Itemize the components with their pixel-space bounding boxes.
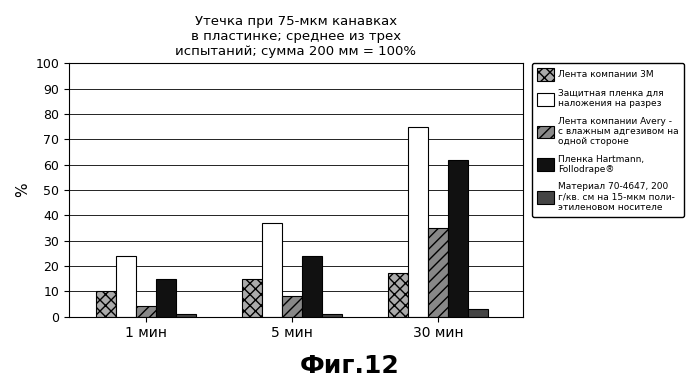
Legend: Лента компании 3М, Защитная пленка для
наложения на разрез, Лента компании Avery: Лента компании 3М, Защитная пленка для н… xyxy=(532,63,684,217)
Bar xyxy=(468,309,488,317)
Bar xyxy=(282,296,302,317)
Bar xyxy=(262,223,282,317)
Bar xyxy=(116,256,136,317)
Bar xyxy=(302,256,322,317)
Text: Фиг.12: Фиг.12 xyxy=(300,354,400,378)
Bar xyxy=(389,274,408,317)
Bar xyxy=(96,291,116,317)
Bar xyxy=(428,228,448,317)
Bar xyxy=(322,314,342,317)
Bar xyxy=(408,127,428,317)
Title: Утечка при 75-мкм канавках
в пластинке; среднее из трех
испытаний; сумма 200 мм : Утечка при 75-мкм канавках в пластинке; … xyxy=(176,15,416,58)
Bar xyxy=(176,314,196,317)
Bar xyxy=(448,160,468,317)
Bar xyxy=(242,278,262,317)
Bar xyxy=(156,278,176,317)
Y-axis label: %: % xyxy=(15,183,30,197)
Bar xyxy=(136,306,156,317)
